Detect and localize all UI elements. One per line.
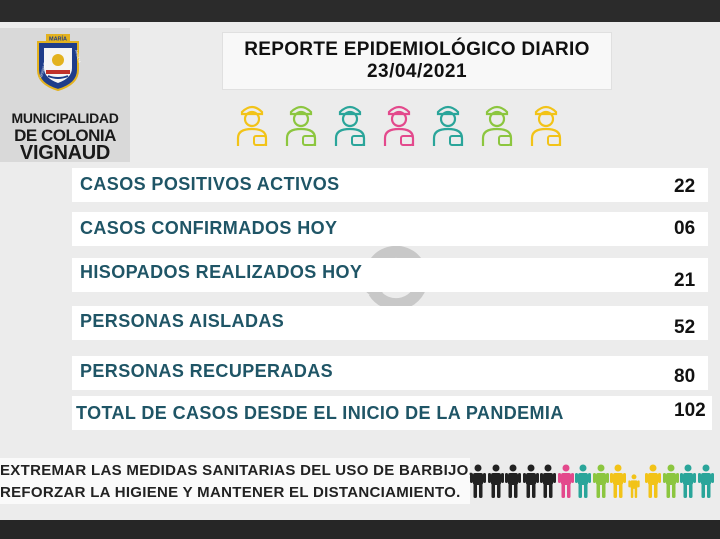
people-figures-row	[470, 464, 720, 500]
person-figure-icon	[540, 464, 556, 498]
bottom-frame-bar	[0, 520, 720, 539]
person-figure-icon	[575, 464, 591, 498]
stat-row-active-cases: CASOS POSITIVOS ACTIVOS 22	[72, 168, 708, 202]
municipality-logo: MARÍA VIGNAUD AUSILIA MUNICIPALIDAD DE C…	[0, 28, 130, 164]
essential-worker-icon	[285, 105, 317, 146]
stat-label: CASOS POSITIVOS ACTIVOS	[80, 174, 340, 194]
stat-value: 80	[674, 366, 696, 387]
person-figure-icon	[645, 464, 661, 498]
top-frame-bar	[0, 0, 720, 22]
stat-value: 21	[674, 270, 696, 291]
stat-label: HISOPADOS REALIZADOS HOY	[80, 262, 363, 282]
essential-worker-icon	[530, 105, 562, 146]
stat-value: 52	[674, 317, 696, 338]
stat-value: 06	[674, 218, 696, 239]
person-figure-icon	[592, 464, 609, 498]
shield-top-text: MARÍA	[49, 35, 67, 43]
report-page: MARÍA VIGNAUD AUSILIA MUNICIPALIDAD DE C…	[0, 22, 720, 520]
person-figure-icon	[487, 464, 504, 498]
essential-worker-icon	[481, 105, 513, 146]
stat-value: 102	[674, 400, 706, 421]
person-figure-icon	[627, 474, 640, 498]
person-figure-icon	[680, 464, 696, 498]
person-figure-icon	[662, 464, 679, 498]
report-title: REPORTE EPIDEMIOLÓGICO DIARIO	[244, 39, 590, 60]
advice-line-1: EXTREMAR LAS MEDIDAS SANITARIAS DEL USO …	[0, 462, 474, 479]
essential-workers-row	[232, 100, 572, 150]
person-figure-icon	[505, 464, 521, 498]
essential-worker-icon	[432, 105, 464, 146]
stat-label: CASOS CONFIRMADOS HOY	[80, 218, 338, 238]
person-figure-icon	[697, 464, 714, 498]
person-figure-icon	[610, 464, 626, 498]
stat-row-swabs-today: HISOPADOS REALIZADOS HOY 21	[72, 258, 708, 292]
stat-row-recovered: PERSONAS RECUPERADAS 80	[72, 356, 708, 390]
health-advice-banner: EXTREMAR LAS MEDIDAS SANITARIAS DEL USO …	[0, 458, 474, 504]
shield-right-text: AUSILIA	[74, 49, 82, 64]
stat-label: TOTAL DE CASOS DESDE EL INICIO DE LA PAN…	[76, 403, 564, 423]
logo-line-3: VIGNAUD	[19, 142, 111, 164]
stat-row-total-cases: TOTAL DE CASOS DESDE EL INICIO DE LA PAN…	[72, 396, 712, 430]
stat-row-confirmed-today: CASOS CONFIRMADOS HOY 06	[72, 212, 708, 246]
person-figure-icon	[470, 464, 486, 498]
report-date: 23/04/2021	[366, 61, 468, 82]
shield-left-text: VIGNAUD	[39, 61, 47, 78]
stat-label: PERSONAS RECUPERADAS	[80, 361, 334, 381]
essential-worker-icon	[383, 105, 415, 146]
stat-label: PERSONAS AISLADAS	[80, 311, 285, 331]
person-figure-icon	[522, 464, 539, 498]
stat-row-isolated: PERSONAS AISLADAS 52	[72, 306, 708, 340]
logo-line-1: MUNICIPALIDAD	[11, 110, 119, 126]
essential-worker-icon	[236, 105, 268, 146]
logo-line-2: DE COLONIA	[14, 126, 116, 145]
person-figure-icon	[557, 464, 574, 498]
essential-worker-icon	[334, 105, 366, 146]
stat-value: 22	[674, 176, 696, 197]
report-title-box: REPORTE EPIDEMIOLÓGICO DIARIO 23/04/2021	[222, 32, 612, 90]
advice-line-2: REFORZAR LA HIGIENE Y MANTENER EL DISTAN…	[0, 484, 461, 501]
municipal-shield-icon: MARÍA VIGNAUD AUSILIA	[37, 34, 82, 92]
